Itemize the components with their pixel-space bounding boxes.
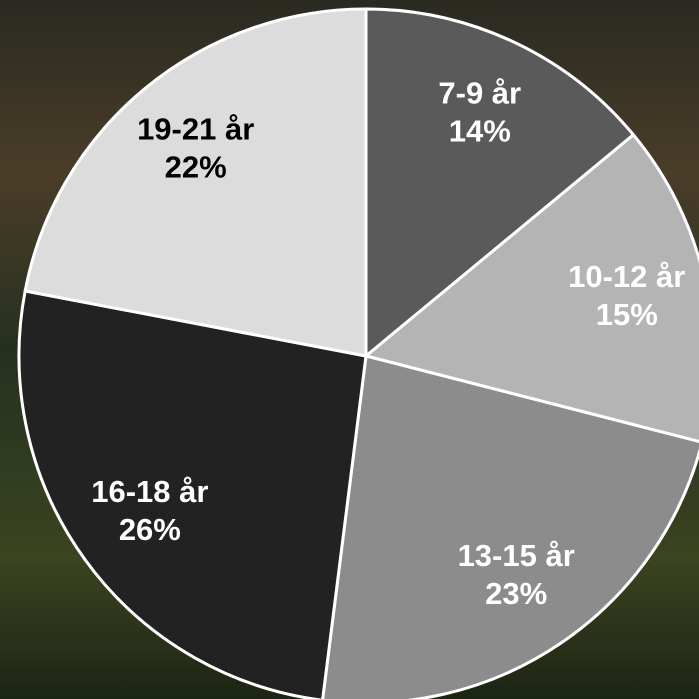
slice-value-label: 14% bbox=[449, 113, 511, 148]
slice-value-label: 23% bbox=[485, 576, 547, 611]
slice-category-label: 19-21 år bbox=[137, 111, 254, 146]
slice-value-label: 26% bbox=[119, 512, 181, 547]
slice-category-label: 7-9 år bbox=[438, 75, 521, 110]
slice-category-label: 16-18 år bbox=[91, 474, 208, 509]
slice-value-label: 15% bbox=[596, 297, 658, 332]
pie-slice bbox=[362, 132, 699, 444]
slice-category-label: 13-15 år bbox=[458, 538, 575, 573]
pie-slice bbox=[17, 289, 368, 699]
slice-category-label: 10-12 år bbox=[568, 259, 685, 294]
pie-slice bbox=[364, 7, 636, 360]
pie-slice bbox=[23, 7, 368, 358]
slice-value-label: 22% bbox=[165, 149, 227, 184]
pie-slice bbox=[321, 354, 699, 699]
